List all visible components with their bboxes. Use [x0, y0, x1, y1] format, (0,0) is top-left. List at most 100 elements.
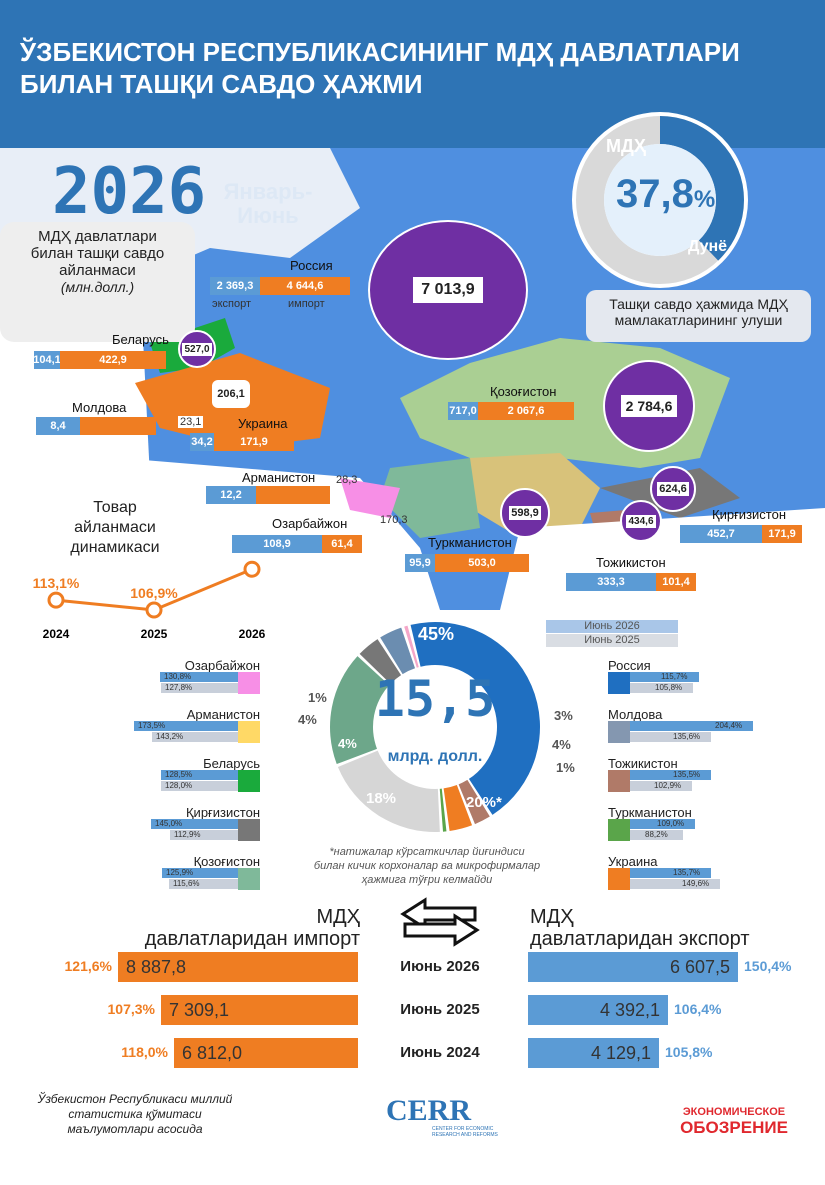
belarus-export: 104,1	[33, 354, 61, 366]
growth-value-label: 112,9%	[174, 830, 201, 839]
share-caption-line2: мамлакатларининг улуши	[614, 312, 783, 328]
donut-label-1-left: 1%	[308, 690, 327, 705]
growth-value-label: 145,0%	[155, 819, 183, 828]
donut-label-20: 20%*	[466, 794, 502, 811]
kyrgyzstan-total: 624,6	[657, 482, 689, 496]
turkmenistan-export-bar: 95,9	[405, 554, 435, 572]
growth-bar	[630, 868, 711, 878]
growth-value-label: 127,8%	[165, 683, 193, 692]
tajikistan-total-circle: 434,6	[620, 500, 662, 542]
donut-segment	[410, 622, 540, 815]
belarus-total-circle: 527,0	[178, 330, 216, 368]
period-label: Июнь 2024	[400, 1044, 480, 1061]
swap-arrows-icon	[400, 897, 480, 947]
growth-color-swatch	[608, 868, 630, 890]
azerbaijan-import-bar: 61,4	[322, 535, 362, 553]
tajikistan-name: Тожикистон	[596, 555, 666, 570]
donut-segment	[443, 785, 473, 831]
ukraine-export: 34,2	[191, 436, 213, 448]
share-inner	[604, 144, 716, 256]
azerbaijan-shape	[340, 478, 400, 518]
dynamics-year-label: 2024	[43, 627, 70, 641]
dynamics-title-2: айланмаси	[74, 519, 156, 536]
source-line-2: статистика қўмитаси	[68, 1107, 202, 1121]
russia-export-bar: 2 369,3	[210, 277, 260, 295]
dynamics-title-1: Товар	[93, 499, 137, 516]
growth-bar	[162, 868, 238, 878]
exports-title-1: МДҲ	[530, 906, 574, 928]
donut-label-4-a: 4%	[338, 736, 357, 751]
turkmenistan-import-bar: 503,0	[435, 554, 529, 572]
turnover-line1: МДҲ давлатлари	[38, 228, 157, 245]
belarus-import: 422,9	[99, 354, 127, 366]
donut-label-4-right: 4%	[552, 737, 571, 752]
export-bar: 4 129,1	[528, 1038, 659, 1068]
growth-value-label: 135,6%	[673, 732, 701, 741]
growth-country-name: Тожикистон	[608, 756, 678, 771]
kazakhstan-total: 2 784,6	[620, 395, 678, 417]
donut-segment	[458, 779, 490, 825]
imports-title: МДҲ давлатларидан импорт	[140, 906, 360, 950]
growth-bar	[630, 819, 695, 829]
growth-country-name: Қирғизистон	[185, 805, 260, 820]
growth-country-name: Молдова	[608, 707, 663, 722]
growth-bar	[161, 770, 238, 780]
growth-value-label: 125,9%	[166, 868, 194, 877]
growth-value-label: 204,4%	[715, 721, 743, 730]
dynamics-value-label: 113,1%	[33, 575, 80, 591]
legend-june-2026: Июнь 2026	[546, 620, 678, 633]
turkmenistan-total: 598,9	[509, 506, 541, 520]
growth-country-name: Беларусь	[203, 756, 260, 771]
kyrgyzstan-import: 171,9	[768, 528, 796, 540]
russia-total: 7 013,9	[413, 277, 483, 303]
armenia-export: 12,2	[220, 489, 242, 501]
kazakhstan-total-circle: 2 784,6	[603, 360, 695, 452]
growth-bar	[161, 683, 238, 693]
russia-export: 2 369,3	[216, 280, 254, 292]
share-value: 37,8%	[616, 172, 715, 217]
share-caption: Ташқи савдо ҳажмида МДҲ мамлакатларининг…	[586, 290, 811, 342]
russia-export-label: экспорт	[212, 298, 252, 310]
armenia-total: 28,3	[336, 474, 358, 486]
growth-color-swatch	[608, 819, 630, 841]
donut-segment	[359, 639, 402, 684]
russia-import: 4 644,6	[286, 280, 324, 292]
growth-color-swatch	[238, 721, 260, 743]
share-caption-line1: Ташқи савдо ҳажмида МДҲ	[609, 296, 788, 312]
growth-bar	[630, 830, 683, 840]
title-line-1: ЎЗБЕКИСТОН РЕСПУБЛИКАСИНИНГ МДҲ ДАВЛАТЛА…	[20, 37, 740, 67]
azerbaijan-total: 170,3	[380, 514, 408, 526]
share-donut	[572, 112, 748, 288]
growth-color-swatch	[238, 672, 260, 694]
belarus-name: Беларусь	[112, 332, 169, 347]
total-donut	[330, 622, 540, 832]
growth-value-label: 135,7%	[673, 868, 701, 877]
russia-import-label: импорт	[288, 298, 325, 310]
donut-segment	[439, 788, 447, 832]
growth-bar	[630, 732, 711, 742]
period-label: Июнь 2026	[400, 958, 480, 975]
tajikistan-export: 333,3	[597, 576, 625, 588]
donut-unit: млрд. долл.	[387, 748, 483, 765]
import-growth: 121,6%	[64, 958, 112, 974]
armenia-import-bar	[256, 486, 330, 504]
kazakhstan-name: Қозоғистон	[490, 384, 557, 399]
turnover-line2: билан ташқи савдо	[30, 245, 165, 262]
kyrgyzstan-import-bar: 171,9	[762, 525, 802, 543]
dynamics-point	[145, 601, 163, 619]
source-line-3: маълумотлари асосида	[67, 1122, 203, 1136]
moldova-export-bar: 8,4	[36, 417, 80, 435]
dynamics-title: Товар айланмаси динамикаси	[40, 498, 190, 558]
donut-value: 15,5	[374, 670, 496, 728]
donut-label-18: 18%	[366, 790, 397, 807]
ukraine-total: 206,1	[212, 380, 250, 408]
growth-value-label: 130,8%	[164, 672, 192, 681]
donut-segment	[337, 750, 440, 832]
export-growth: 106,4%	[674, 1001, 722, 1017]
growth-value-label: 115,7%	[661, 672, 688, 681]
share-value-number: 37,8	[616, 172, 694, 216]
growth-value-label: 109,0%	[657, 819, 685, 828]
growth-value-label: 173,5%	[138, 721, 166, 730]
cerr-logo: CERR	[386, 1094, 472, 1127]
azerbaijan-export-bar: 108,9	[232, 535, 322, 553]
